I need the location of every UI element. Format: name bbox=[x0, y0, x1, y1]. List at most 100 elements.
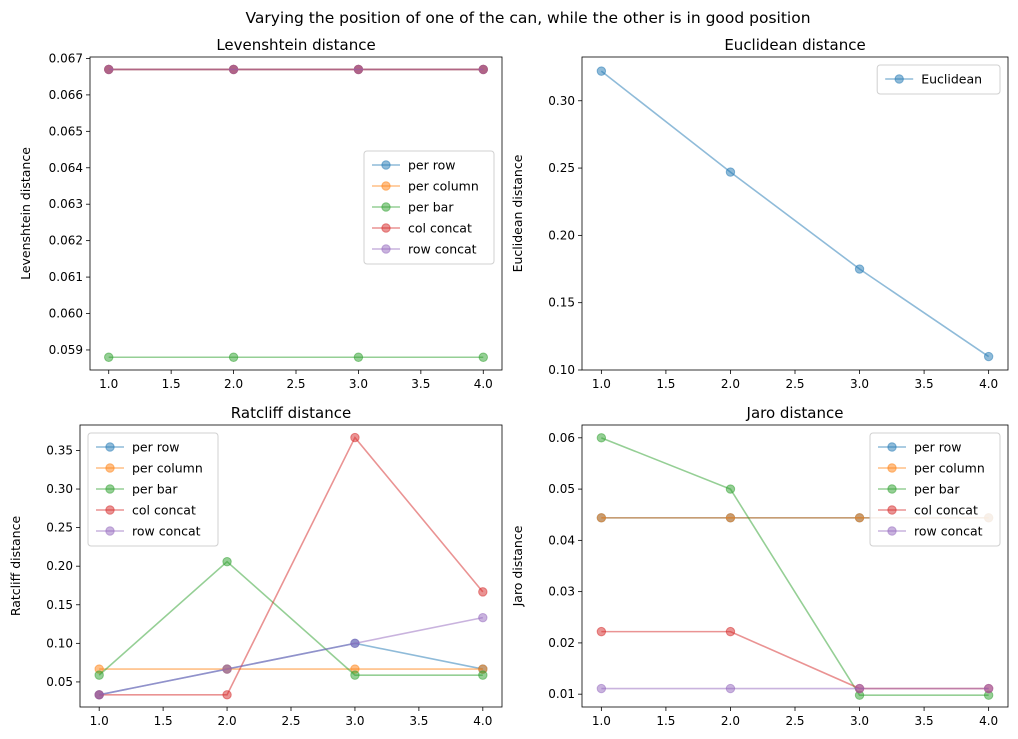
legend-label: Euclidean bbox=[921, 72, 982, 87]
y-tick-label: 0.064 bbox=[49, 161, 83, 175]
legend-swatch-marker bbox=[887, 526, 897, 536]
legend-swatch-marker bbox=[381, 223, 391, 233]
series-line bbox=[99, 616, 483, 696]
legend-swatch-marker bbox=[381, 181, 391, 191]
series-line bbox=[99, 436, 484, 696]
x-tick-label: 3.5 bbox=[411, 377, 430, 391]
legend: per row per column per bar col concat row co… bbox=[87, 432, 219, 547]
data-point bbox=[353, 64, 364, 75]
legend-label: per bar bbox=[914, 482, 960, 497]
data-point bbox=[725, 484, 736, 494]
legend-swatch-marker bbox=[887, 442, 897, 452]
legend-label: row concat bbox=[408, 242, 477, 257]
y-tick-label: 0.30 bbox=[548, 94, 575, 108]
x-tick-label: 3.0 bbox=[349, 377, 368, 391]
x-tick-label: 2.5 bbox=[286, 377, 305, 391]
series-line bbox=[98, 560, 483, 676]
data-point bbox=[983, 683, 994, 694]
series-row-concat bbox=[104, 64, 488, 75]
series-row-concat bbox=[94, 612, 488, 700]
x-tick-label: 1.0 bbox=[90, 714, 109, 728]
y-tick-label: 0.061 bbox=[49, 270, 83, 284]
data-point bbox=[350, 670, 360, 680]
series-line bbox=[601, 437, 989, 697]
legend-entry: col concat bbox=[96, 503, 196, 518]
legend: per row per column per bar col concat row co… bbox=[363, 150, 495, 265]
legend-box bbox=[363, 150, 495, 265]
series-line bbox=[601, 630, 989, 690]
legend-entry: col concat bbox=[372, 221, 472, 236]
y-tick-label: 0.30 bbox=[46, 482, 73, 496]
x-tick-label: 3.0 bbox=[345, 714, 364, 728]
y-tick-label: 0.06 bbox=[548, 431, 575, 445]
legend-swatch-marker bbox=[381, 244, 391, 254]
data-point bbox=[725, 167, 736, 177]
y-tick-label: 0.065 bbox=[49, 124, 83, 138]
y-tick-label: 0.15 bbox=[548, 296, 575, 310]
legend-swatch-marker bbox=[105, 463, 115, 473]
data-point bbox=[350, 638, 360, 649]
y-tick-label: 0.03 bbox=[548, 585, 575, 599]
chart-title: Jaro distance bbox=[746, 404, 844, 422]
legend-swatch-marker bbox=[105, 442, 115, 452]
data-point bbox=[353, 352, 364, 362]
legend-label: per bar bbox=[408, 200, 454, 215]
panel-jaro-distance: Jaro distance Jaro distance 1.0 1.5 2.0 2.5 3.… bbox=[510, 404, 1009, 728]
x-tick-label: 1.0 bbox=[592, 377, 611, 391]
data-point bbox=[94, 690, 104, 700]
data-point bbox=[228, 352, 239, 362]
x-tick-label: 3.5 bbox=[915, 377, 934, 391]
data-point bbox=[104, 64, 114, 75]
y-tick-label: 0.10 bbox=[548, 363, 575, 377]
y-tick-label: 0.059 bbox=[49, 343, 83, 357]
x-tick-label: 2.0 bbox=[721, 377, 740, 391]
legend-label: per column bbox=[408, 179, 479, 194]
panel-euclidean-distance: Euclidean distance Euclidean distance 1.0 1… bbox=[510, 36, 1009, 391]
y-tick-label: 0.20 bbox=[46, 559, 73, 573]
legend-label: col concat bbox=[132, 503, 196, 518]
y-tick-label: 0.05 bbox=[46, 675, 73, 689]
legend-box bbox=[869, 432, 1001, 547]
y-tick-label: 0.05 bbox=[548, 482, 575, 496]
chart-title: Ratcliff distance bbox=[231, 404, 351, 422]
x-tick-label: 4.0 bbox=[979, 377, 998, 391]
data-point bbox=[478, 64, 488, 75]
data-point bbox=[854, 683, 865, 694]
legend-swatch-marker bbox=[887, 484, 897, 494]
x-tick-label: 3.5 bbox=[915, 714, 934, 728]
y-axis-label: Ratcliff distance bbox=[8, 516, 23, 617]
y-tick-label: 0.25 bbox=[46, 521, 73, 535]
legend-entry: per bar bbox=[878, 482, 960, 497]
x-tick-label: 4.0 bbox=[474, 377, 493, 391]
legend-swatch-marker bbox=[381, 202, 391, 212]
plot-frame bbox=[89, 56, 503, 371]
y-axis-label: Jaro distance bbox=[510, 525, 525, 607]
x-tick-label: 4.0 bbox=[979, 714, 998, 728]
legend-entry: per bar bbox=[96, 482, 178, 497]
figure-suptitle: Varying the position of one of the can, … bbox=[245, 9, 810, 27]
series-per-bar bbox=[596, 433, 994, 700]
x-tick-label: 2.0 bbox=[218, 714, 237, 728]
legend-box bbox=[876, 64, 1001, 95]
chart-title: Euclidean distance bbox=[724, 36, 865, 54]
plot-frame bbox=[79, 424, 503, 708]
legend-label: row concat bbox=[914, 524, 983, 539]
legend: per row per column per bar col concat row co… bbox=[869, 432, 1001, 547]
legend-entry: row concat bbox=[372, 242, 477, 257]
legend-entry: col concat bbox=[878, 503, 978, 518]
legend-swatch-marker bbox=[887, 505, 897, 515]
legend-label: per column bbox=[914, 461, 985, 476]
data-point bbox=[478, 612, 488, 623]
data-point bbox=[222, 556, 232, 567]
data-point bbox=[94, 670, 104, 680]
legend: Euclidean bbox=[876, 64, 1001, 95]
legend-label: col concat bbox=[408, 221, 472, 236]
y-axis-label: Levenshtein distance bbox=[18, 147, 33, 280]
y-axis-label: Euclidean distance bbox=[510, 154, 525, 272]
data-point bbox=[854, 264, 865, 274]
data-point bbox=[725, 626, 736, 637]
y-tick-label: 0.10 bbox=[46, 636, 73, 650]
data-point bbox=[478, 587, 488, 597]
plot-frame bbox=[581, 424, 1009, 708]
